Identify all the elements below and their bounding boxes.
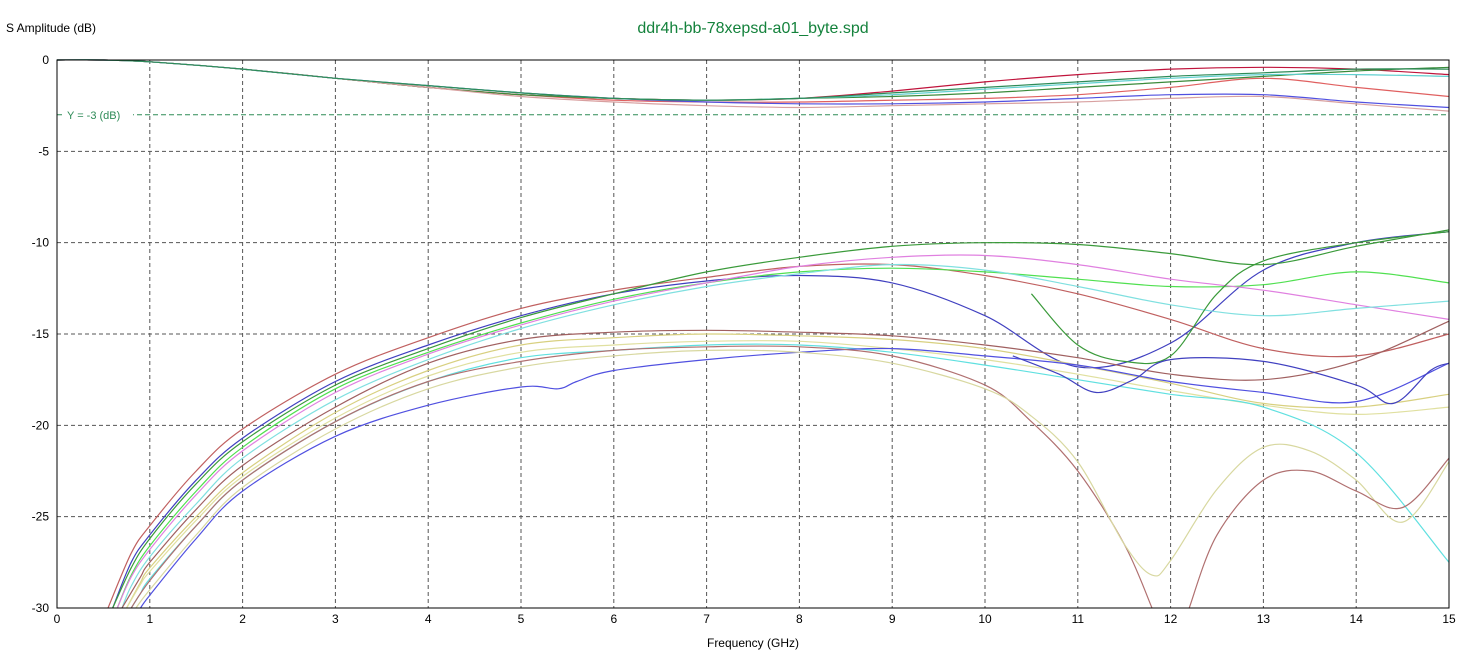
y-tick-label: -25 <box>32 510 50 524</box>
x-tick-label: 9 <box>889 612 896 626</box>
reference-line: Y = -3 (dB) <box>57 107 1449 122</box>
x-tick-label: 12 <box>1164 612 1178 626</box>
series-line-22 <box>1030 231 1450 365</box>
y-tick-label: -10 <box>32 236 50 250</box>
series-line-15 <box>126 333 1450 609</box>
x-tick-label: 4 <box>425 612 432 626</box>
reference-label-bg <box>65 107 133 122</box>
x-tick-label: 8 <box>796 612 803 626</box>
x-tick-label: 3 <box>332 612 339 626</box>
x-tick-label: 14 <box>1350 612 1364 626</box>
grid <box>57 60 1449 608</box>
x-tick-label: 0 <box>54 612 61 626</box>
x-tick-label: 13 <box>1257 612 1271 626</box>
x-tick-label: 2 <box>239 612 246 626</box>
series-line-19 <box>130 345 1153 609</box>
reference-line-label: Y = -3 (dB) <box>67 110 120 122</box>
series-line-12 <box>116 254 1450 609</box>
y-tick-labels: 0 -5 -10 -15 -20 -25 -30 <box>32 53 50 615</box>
series-line-16 <box>126 340 1450 609</box>
y-tick-label: 0 <box>42 53 49 67</box>
series-line-13 <box>121 263 1450 609</box>
series-line-7 <box>56 59 1450 101</box>
x-tick-label: 5 <box>518 612 525 626</box>
y-tick-label: -15 <box>32 327 50 341</box>
series-line-11 <box>116 267 1450 609</box>
x-tick-labels: 0 1 2 3 4 5 6 7 8 9 10 11 12 13 14 15 <box>54 612 1456 626</box>
x-tick-label: 11 <box>1072 612 1085 626</box>
series-line-21 <box>1188 457 1450 609</box>
x-tick-label: 15 <box>1442 612 1456 626</box>
x-axis-label: Frequency (GHz) <box>707 636 799 650</box>
series-line-18 <box>140 347 1450 609</box>
series-line-23 <box>1012 355 1450 405</box>
y-axis-label: S Amplitude (dB) <box>6 21 96 35</box>
plot-frame <box>56 59 1450 609</box>
chart-title: ddr4h-bb-78xepsd-a01_byte.spd <box>637 20 868 37</box>
x-tick-label: 10 <box>978 612 992 626</box>
x-tick-label: 7 <box>703 612 710 626</box>
series-group <box>56 59 1450 609</box>
y-tick-label: -5 <box>38 144 49 158</box>
x-tick-label: 1 <box>146 612 153 626</box>
y-tick-label: -20 <box>32 418 50 432</box>
series-line-14 <box>121 320 1450 609</box>
series-line-20 <box>135 349 1450 609</box>
x-tick-label: 6 <box>610 612 617 626</box>
y-tick-label: -30 <box>32 601 50 615</box>
series-line-10 <box>112 229 1450 609</box>
series-line-8 <box>107 263 1450 609</box>
